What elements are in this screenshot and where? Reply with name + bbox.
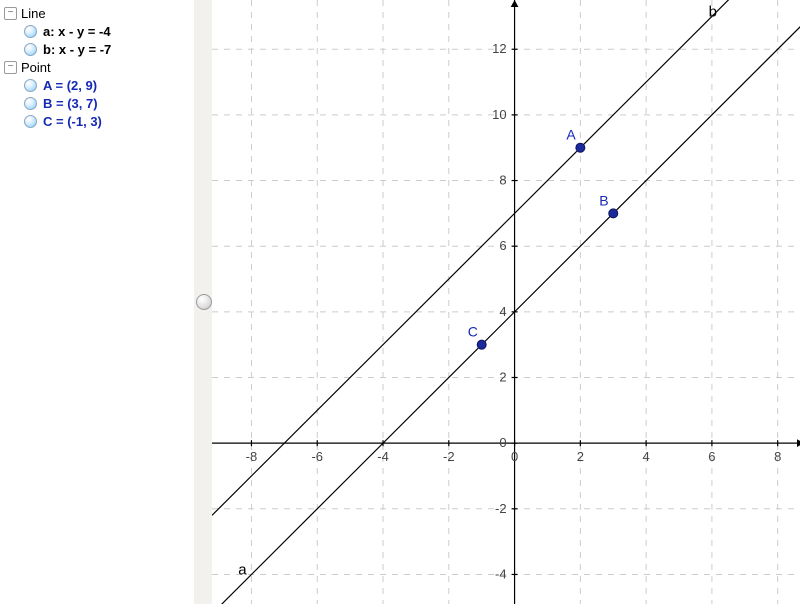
svg-text:8: 8 <box>499 173 506 188</box>
object-label: b: x - y = -7 <box>43 42 111 57</box>
svg-text:-2: -2 <box>443 449 455 464</box>
object-label: a: x - y = -4 <box>43 24 111 39</box>
object-row[interactable]: b: x - y = -7 <box>4 40 194 58</box>
visibility-toggle-icon[interactable] <box>24 79 37 92</box>
category-label: Line <box>21 6 46 21</box>
graph-canvas[interactable]: -8 -6 -4 -2 0 2 4 6 8 -4 -2 0 2 4 6 8 10 12 a b A B C <box>212 0 800 604</box>
visibility-toggle-icon[interactable] <box>24 115 37 128</box>
point-A[interactable] <box>576 143 585 152</box>
category-label: Point <box>21 60 51 75</box>
visibility-toggle-icon[interactable] <box>24 43 37 56</box>
svg-text:-4: -4 <box>495 566 507 581</box>
point-B[interactable] <box>609 209 618 218</box>
svg-text:4: 4 <box>643 449 650 464</box>
object-row[interactable]: A = (2, 9) <box>4 76 194 94</box>
algebra-sidebar: −Linea: x - y = -4b: x - y = -7−PointA =… <box>0 0 194 604</box>
point-C[interactable] <box>477 340 486 349</box>
point-label-C: C <box>468 324 478 340</box>
collapse-icon[interactable]: − <box>4 7 17 20</box>
point-label-B: B <box>599 192 608 208</box>
pane-separator[interactable] <box>194 0 212 604</box>
visibility-toggle-icon[interactable] <box>24 97 37 110</box>
visibility-toggle-icon[interactable] <box>24 25 37 38</box>
svg-text:2: 2 <box>577 449 584 464</box>
app-root: −Linea: x - y = -4b: x - y = -7−PointA =… <box>0 0 800 604</box>
drag-handle-icon[interactable] <box>196 294 212 310</box>
svg-text:-2: -2 <box>495 501 507 516</box>
object-label: A = (2, 9) <box>43 78 97 93</box>
svg-text:-4: -4 <box>377 449 389 464</box>
svg-text:0: 0 <box>499 435 506 450</box>
svg-text:12: 12 <box>492 41 506 56</box>
svg-text:-6: -6 <box>311 449 323 464</box>
object-row[interactable]: C = (-1, 3) <box>4 112 194 130</box>
svg-text:8: 8 <box>774 449 781 464</box>
collapse-icon[interactable]: − <box>4 61 17 74</box>
line-label-b: b <box>709 3 717 20</box>
svg-text:6: 6 <box>499 238 506 253</box>
svg-text:10: 10 <box>492 107 506 122</box>
object-label: B = (3, 7) <box>43 96 98 111</box>
svg-text:4: 4 <box>499 304 506 319</box>
svg-text:-8: -8 <box>246 449 258 464</box>
object-row[interactable]: B = (3, 7) <box>4 94 194 112</box>
point-label-A: A <box>566 127 576 143</box>
line-label-a: a <box>238 561 247 578</box>
svg-text:2: 2 <box>499 370 506 385</box>
svg-text:0: 0 <box>511 449 518 464</box>
category-row[interactable]: −Point <box>4 58 194 76</box>
svg-text:6: 6 <box>708 449 715 464</box>
category-row[interactable]: −Line <box>4 4 194 22</box>
object-label: C = (-1, 3) <box>43 114 102 129</box>
object-row[interactable]: a: x - y = -4 <box>4 22 194 40</box>
